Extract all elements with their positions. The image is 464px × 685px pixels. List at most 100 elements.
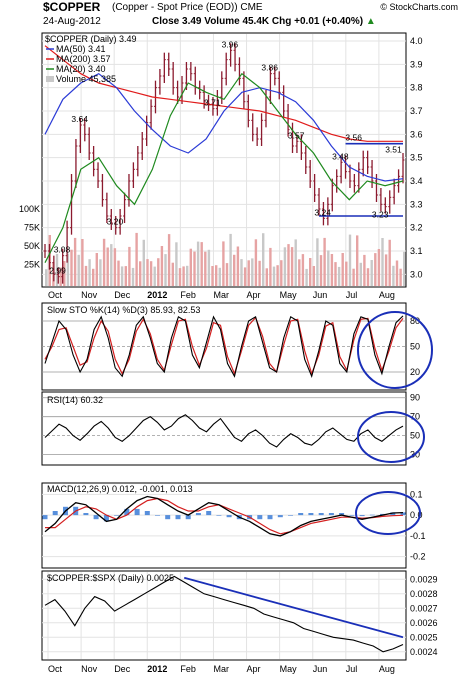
horizontal-levels: [319, 142, 403, 217]
volume-bar: [110, 244, 113, 286]
volume-bar: [334, 262, 337, 286]
volume-bar: [272, 266, 276, 286]
macd-panel: -0.2 -0.1 0.0 0.1 MACD(12,26,9) 0.012, -0.0…: [41, 482, 426, 569]
volume-bar: [117, 260, 120, 286]
macd-histogram-bar: [114, 515, 120, 516]
macd-title: MACD(12,26,9) 0.012, -0.001, 0.013: [47, 484, 193, 494]
macd-histogram-bar: [288, 515, 293, 516]
volume-bar: [262, 233, 265, 286]
macd-title-text: MACD(12,26,9) 0.012, -0.001, 0.013: [47, 484, 193, 494]
macd-y-ticks: -0.2 -0.1 0.0 0.1: [410, 489, 426, 561]
price-y-tick-label: 3.1: [410, 246, 423, 256]
macd-histogram-bar: [124, 508, 130, 516]
ratio-downtrend-line: [183, 576, 404, 639]
macd-histogram-bar: [93, 515, 99, 520]
volume-bar: [265, 268, 268, 286]
ratio-trendline: [183, 576, 404, 639]
volume-bar: [139, 261, 142, 286]
volume-bar: [99, 259, 102, 286]
chg-label: Chg: [271, 16, 292, 27]
ratio-y-tick-label: 0.0024: [410, 647, 438, 657]
price-y-tick-label: 3.5: [410, 153, 423, 163]
price-annotation: 2.99: [49, 266, 66, 276]
volume-bar: [290, 247, 294, 286]
price-annotation: 3.64: [71, 114, 88, 124]
price-annotations: 2.99 3.08 3.20 3.64 3.71 3.96 3.57 3.86 3.24 3.48…: [49, 39, 402, 275]
volume-bar: [374, 253, 377, 286]
volume-bar: [309, 258, 312, 286]
macd-histogram-bar: [257, 515, 263, 520]
rsi-line: [44, 414, 404, 448]
macd-y-tick-label: 0.1: [410, 489, 423, 499]
volume-bar: [251, 258, 254, 286]
ratio-y-tick-label: 0.0028: [410, 589, 438, 599]
ratio-line: [44, 575, 404, 653]
ratio-x-ticks: Oct Nov Dec 2012 Feb Mar Apr May Jun Jul Aug: [48, 664, 395, 674]
volume-bar: [247, 260, 250, 286]
rsi-y-tick-label: 70: [410, 412, 420, 422]
volume-bar: [298, 259, 301, 286]
volume-bar: [392, 265, 395, 286]
rsi-y-tick-label: 90: [410, 393, 420, 403]
volume-bar: [305, 268, 308, 286]
volume-legend-swatch: [46, 76, 54, 82]
macd-histogram-bar: [267, 515, 273, 520]
rsi-grid: [42, 397, 406, 455]
macd-histogram-bar: [185, 515, 191, 520]
volume-bar: [403, 251, 406, 286]
price-x-tick-label: Apr: [247, 290, 261, 300]
volume-bar: [102, 238, 106, 286]
ratio-panel: 0.0024 0.0025 0.0026 0.0027 0.0028 0.0029 Oct…: [41, 570, 438, 674]
volume-bar: [164, 254, 167, 286]
volume-bar: [211, 266, 214, 286]
volume-bar: [160, 246, 164, 286]
volume-bar: [287, 244, 290, 286]
volume-bar: [175, 242, 178, 286]
ratio-x-tick-label: Jun: [313, 664, 328, 674]
ma50-line: [44, 72, 404, 182]
volume-bar: [92, 268, 95, 286]
volume-bar: [66, 253, 70, 286]
volume-bar: [280, 260, 283, 286]
close-label: Close: [152, 16, 180, 27]
macd-y-tick-label: -0.1: [410, 531, 426, 541]
price-y-tick-label: 3.2: [410, 223, 423, 233]
macd-histogram-bar: [134, 508, 140, 516]
volume-bar: [348, 234, 352, 286]
volume-bar: [178, 268, 182, 286]
volume-bar: [337, 266, 341, 286]
volume-bar: [135, 232, 138, 286]
volume-bar: [95, 253, 98, 286]
macd-histogram-bar: [144, 511, 150, 516]
price-y-tick-label: 3.3: [410, 199, 423, 209]
price-annotation: 3.56: [345, 133, 362, 143]
macd-histogram-bar: [349, 515, 355, 516]
price-x-tick-label: May: [280, 290, 298, 300]
price-x-ticks: Oct Nov Dec 2012 Feb Mar Apr May Jun Jul Aug: [48, 290, 395, 300]
ma20-legend: MA(20) 3.40: [56, 64, 106, 74]
ratio-panel-frame: [41, 570, 407, 661]
volume-bar: [59, 267, 62, 286]
price-x-tick-label: Mar: [214, 290, 230, 300]
volume-bar: [182, 266, 185, 286]
volume-bar: [240, 259, 243, 286]
stochastic-lines: [44, 315, 404, 378]
volume-bar: [319, 255, 323, 286]
ma200-line: [44, 45, 403, 142]
moving-averages: [44, 45, 404, 263]
volume-bar: [63, 261, 66, 286]
volume-bar: [370, 260, 373, 286]
chart-header: $COPPER (Copper - Spot Price (EOD)) CME …: [0, 0, 464, 30]
ma20-line: [44, 72, 404, 263]
volume-y-tick-label: 75K: [24, 223, 40, 233]
macd-histogram-bar: [308, 513, 314, 516]
volume-y-tick-label: 25K: [24, 260, 40, 270]
price-x-tick-label: Oct: [48, 290, 63, 300]
volume-bar: [207, 249, 211, 286]
close-value: 3.49: [182, 16, 202, 27]
ratio-x-tick-label: Mar: [214, 664, 230, 674]
macd-histogram-bar: [195, 513, 201, 516]
volume-bar: [384, 254, 388, 286]
volume-bar: [345, 261, 348, 286]
